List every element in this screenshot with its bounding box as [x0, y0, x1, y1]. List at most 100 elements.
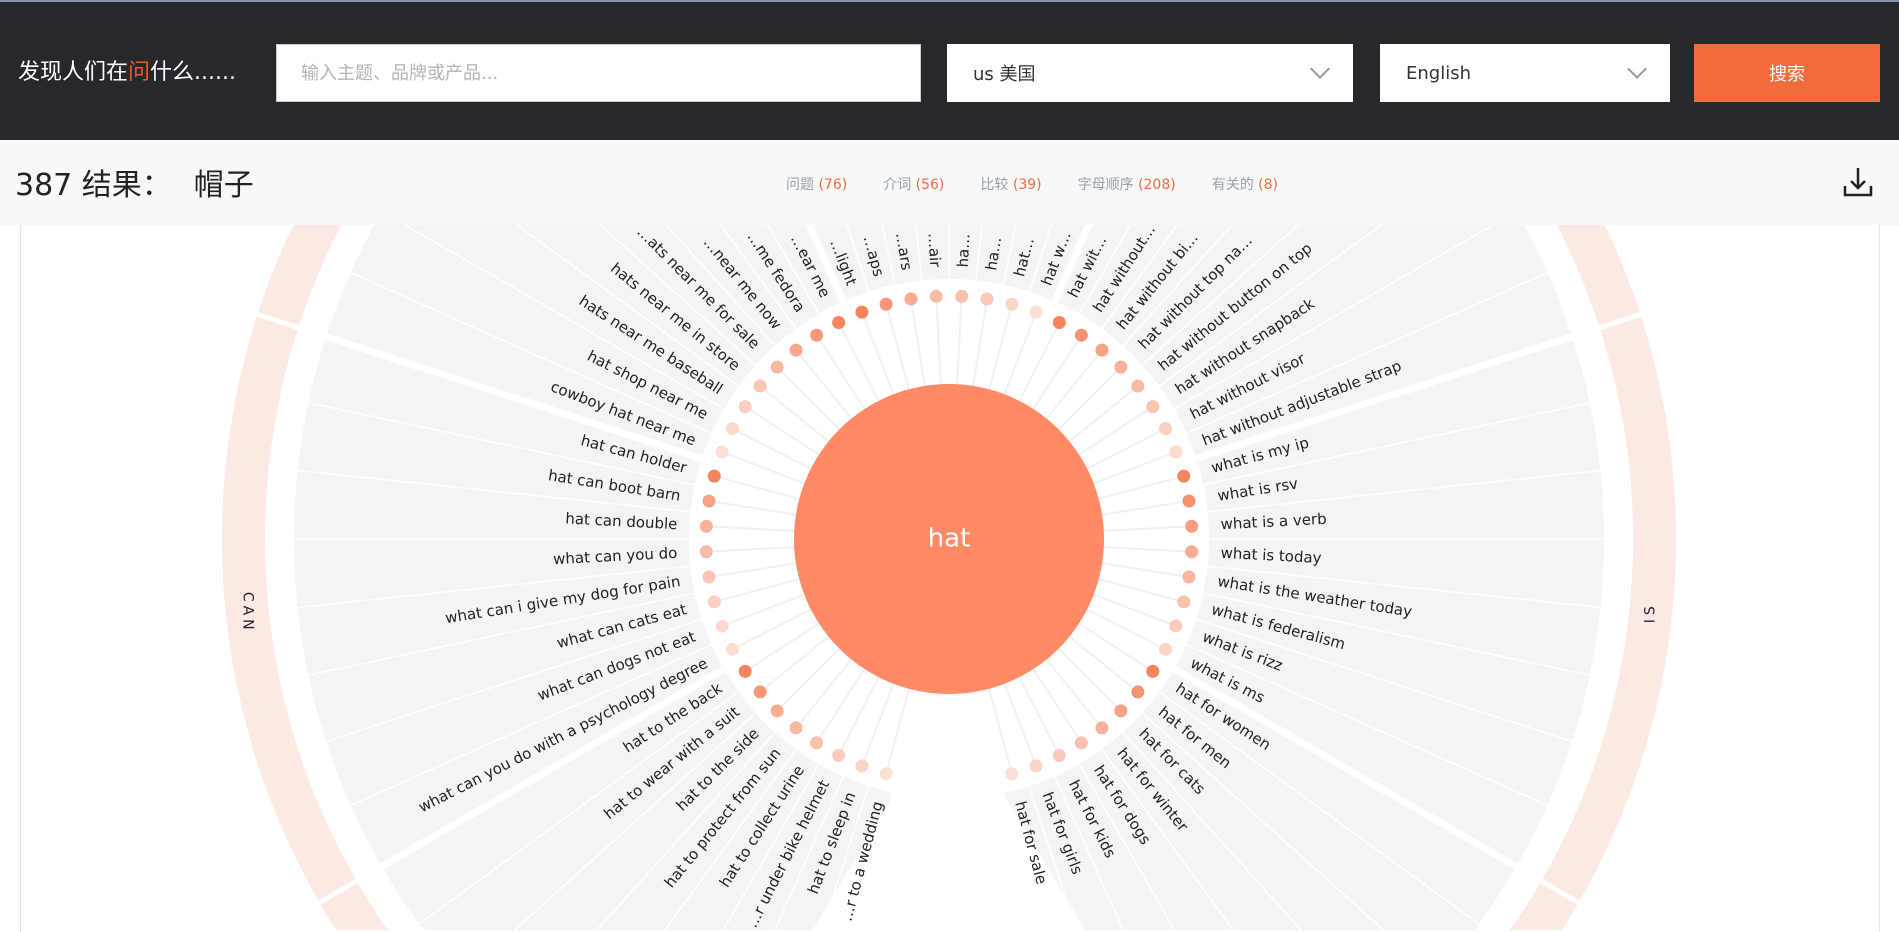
intensity-dot	[1131, 685, 1145, 699]
spoke-line	[860, 311, 895, 395]
spoke-line	[708, 562, 797, 579]
download-icon[interactable]	[1843, 166, 1873, 198]
tab-alphabetical[interactable]: 字母顺序 (208)	[1077, 177, 1176, 193]
spoke-line	[1093, 450, 1177, 485]
intensity-dot	[699, 545, 713, 559]
spoke-line	[1032, 334, 1083, 410]
item-separator	[297, 469, 691, 513]
language-select[interactable]: English	[1380, 44, 1670, 102]
ring-separator	[1596, 311, 1644, 331]
intensity-dot	[810, 736, 824, 750]
item-separator	[350, 644, 712, 807]
intensity-dot	[1074, 736, 1088, 750]
tab-questions[interactable]: 问题 (76)	[786, 177, 848, 193]
intensity-dot	[1005, 767, 1019, 781]
spoke-line	[1101, 562, 1190, 579]
tab-comparisons[interactable]: 比较 (39)	[980, 177, 1042, 193]
intensity-dot	[770, 704, 784, 718]
item-separator	[722, 763, 820, 931]
spoke-line	[1086, 427, 1166, 470]
intensity-dot	[1052, 749, 1066, 763]
search-input[interactable]	[276, 44, 921, 102]
intensity-dot	[1114, 360, 1128, 374]
spoke-line	[1098, 578, 1184, 603]
item-separator	[381, 210, 725, 410]
spoke-line	[1057, 366, 1122, 431]
spoke-line	[1068, 385, 1139, 443]
intensity-dot	[832, 315, 846, 329]
item-separator	[1186, 271, 1548, 434]
language-value: English	[1406, 62, 1471, 84]
suggestion-label[interactable]: ha…	[982, 236, 1005, 272]
intensity-dot	[738, 664, 752, 678]
spoke-line	[721, 593, 805, 628]
group-separator	[1195, 333, 1574, 462]
spoke-line	[1101, 499, 1190, 516]
item-separator	[1141, 712, 1384, 931]
intensity-dot	[699, 519, 713, 533]
spoke-line	[1057, 647, 1122, 712]
suggestion-label[interactable]: …ars	[892, 231, 916, 272]
intensity-dot	[1095, 721, 1109, 735]
spoke-line	[885, 688, 910, 774]
suggestion-label[interactable]: hat can double	[565, 509, 678, 533]
spoke-line	[935, 296, 942, 385]
label-sector-band	[294, 0, 1604, 930]
chevron-down-icon	[1627, 59, 1647, 79]
tab-prepositions[interactable]: 介词 (56)	[883, 177, 945, 193]
ring-separator	[316, 877, 360, 906]
intensity-dot	[1095, 343, 1109, 357]
intensity-dot	[1029, 305, 1043, 319]
spoke-line	[721, 450, 805, 485]
spoke-line	[1103, 525, 1192, 532]
intensity-dot	[738, 400, 752, 414]
group-separator	[380, 665, 726, 870]
intensity-dot	[1159, 422, 1173, 436]
chevron-down-icon	[1310, 59, 1330, 79]
category-tabs: 问题 (76) 介词 (56) 比较 (39) 字母顺序 (208) 有关的 (…	[786, 174, 1278, 194]
item-separator	[1207, 565, 1601, 609]
intensity-dot	[1177, 469, 1191, 483]
item-separator	[418, 691, 740, 925]
suggestion-label[interactable]: ha…	[954, 233, 974, 268]
intensity-dot	[955, 289, 969, 303]
item-separator	[1101, 748, 1234, 931]
spoke-line	[776, 647, 841, 712]
suggestion-label[interactable]: what is today	[1220, 544, 1322, 567]
intensity-dot	[725, 642, 739, 656]
intensity-dot	[855, 305, 869, 319]
item-separator	[1122, 731, 1302, 931]
intensity-dot	[904, 292, 918, 306]
spoke-line	[1078, 622, 1154, 673]
spoke-line	[956, 296, 963, 385]
group-ring-label: IS	[1643, 602, 1659, 623]
results-count: 387 结果： 帽子	[15, 168, 254, 203]
item-separator	[821, 786, 870, 931]
intensity-dot	[715, 619, 729, 633]
center-keyword-circle	[794, 384, 1104, 694]
brand-tagline: 发现人们在问什么......	[18, 60, 236, 85]
intensity-dot	[753, 379, 767, 393]
country-value: us 美国	[973, 64, 1036, 85]
intensity-dot	[1169, 619, 1183, 633]
search-button[interactable]: 搜索	[1694, 44, 1880, 102]
intensity-dot	[725, 422, 739, 436]
intensity-dot	[789, 721, 803, 735]
intensity-dot	[1185, 545, 1199, 559]
group-separator	[1172, 665, 1518, 870]
intensity-dot	[702, 570, 716, 584]
spoke-line	[1018, 676, 1061, 756]
country-select[interactable]: us 美国	[947, 44, 1353, 102]
spoke-line	[1068, 635, 1139, 693]
item-separator	[297, 565, 691, 609]
intensity-dot	[707, 595, 721, 609]
spoke-line	[1078, 405, 1154, 456]
intensity-dot	[1177, 595, 1191, 609]
suggestion-label[interactable]: …air	[924, 232, 944, 268]
group-separator	[324, 333, 703, 462]
intensity-dot	[832, 749, 846, 763]
suggestion-label[interactable]: what is a verb	[1220, 510, 1327, 534]
ring-separator	[254, 311, 302, 331]
tab-related[interactable]: 有关的 (8)	[1211, 177, 1279, 193]
intensity-dot	[1159, 642, 1173, 656]
